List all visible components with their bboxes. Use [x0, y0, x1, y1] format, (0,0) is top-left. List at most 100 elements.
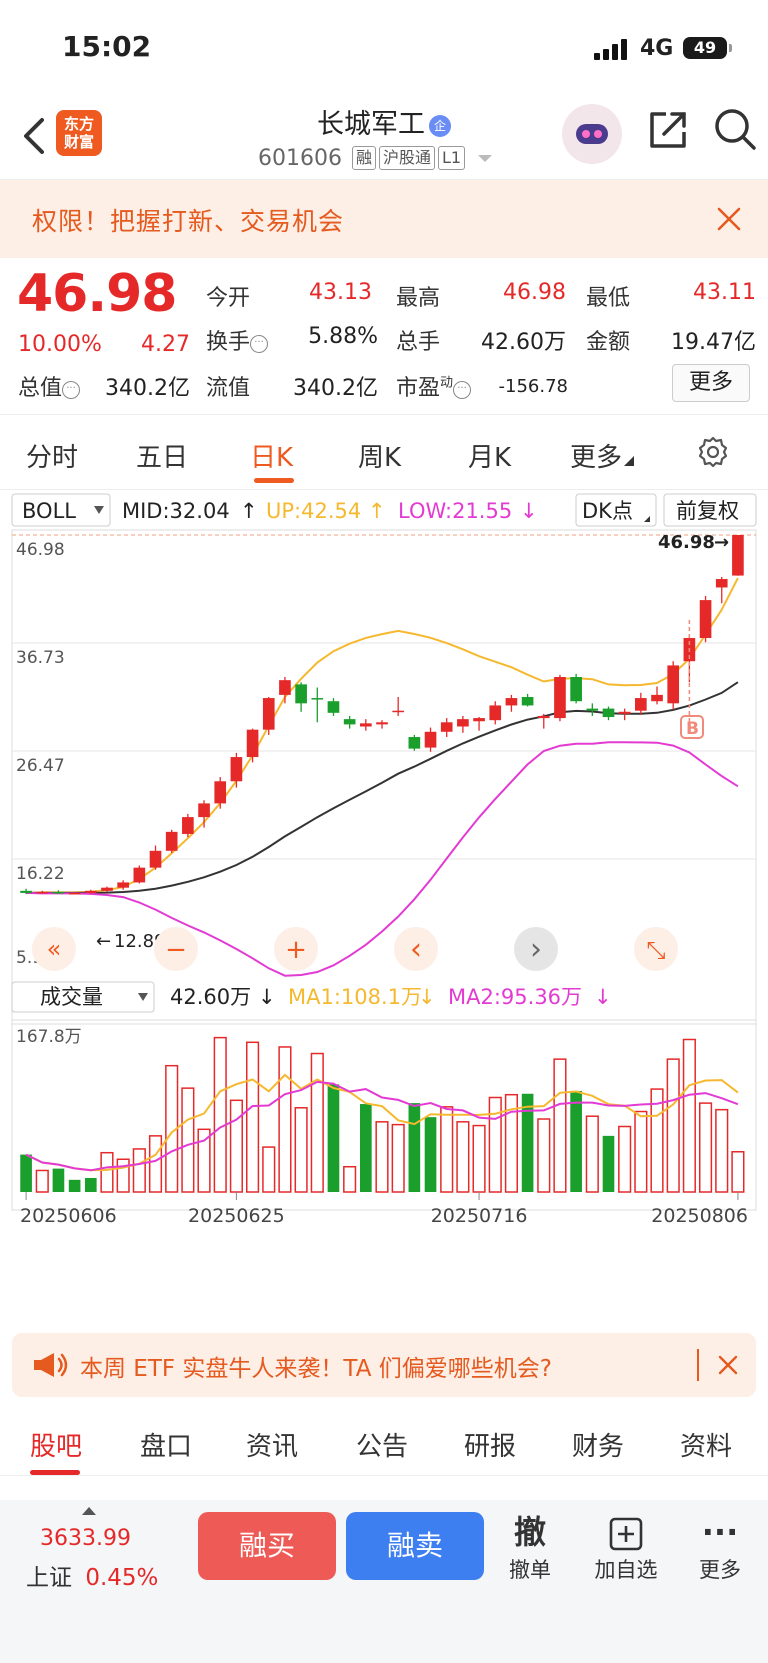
candle-body: [457, 719, 469, 727]
indicator-select[interactable]: [11, 493, 111, 527]
candle-body: [343, 719, 356, 725]
gear-icon[interactable]: [696, 435, 730, 469]
candle: [473, 717, 485, 731]
candle-body: [165, 831, 178, 851]
tab-orderbook[interactable]: 盘口: [140, 1432, 193, 1462]
etf-banner[interactable]: 本周 ETF 实盘牛人来袭！TA 们偏爱哪些机会?: [12, 1333, 756, 1397]
info-icon[interactable]: ···: [62, 381, 81, 399]
tab-finance[interactable]: 财务: [572, 1432, 625, 1462]
info-icon[interactable]: ···: [250, 335, 269, 353]
buy-signal-badge[interactable]: [680, 715, 704, 739]
volume-bar: [35, 1169, 49, 1193]
quote-more-button[interactable]: 更多: [672, 364, 750, 402]
tab-more[interactable]: 更多: [570, 437, 635, 474]
index-name: 上证: [26, 1565, 72, 1591]
candle-body: [392, 710, 405, 713]
close-icon[interactable]: [716, 206, 742, 232]
tab-profile[interactable]: 资料: [680, 1432, 733, 1462]
dk-point-button[interactable]: [575, 493, 657, 527]
tab-research[interactable]: 研报: [464, 1432, 517, 1462]
change-amount: 4.27: [141, 332, 190, 357]
back-arrow-icon[interactable]: [16, 112, 56, 160]
x-tick-label: 20250716: [431, 1205, 528, 1227]
chart-annotations: 46.98 → ← 12.89 B: [96, 532, 729, 952]
chevron-left-icon: ‹: [410, 932, 422, 967]
tab-intraday[interactable]: 分时: [26, 443, 79, 473]
boll-mid-line: [26, 681, 739, 894]
candle-body: [602, 708, 615, 718]
candle-body: [101, 887, 113, 891]
index-value[interactable]: 3633.99: [40, 1526, 131, 1551]
candle: [392, 697, 405, 716]
control-first-button[interactable]: [32, 927, 76, 971]
tab-monthly-k[interactable]: 月K: [468, 443, 512, 473]
fullscreen-button[interactable]: [634, 927, 678, 971]
margin-sell-button[interactable]: 融卖: [346, 1512, 484, 1580]
chart-area[interactable]: BOLL MID:32.04 ↑ UP:42.54 ↑ LOW:21.55 ↓ …: [0, 490, 768, 1320]
scroll-left-button[interactable]: [394, 927, 438, 971]
tab-weekly-k[interactable]: 周K: [358, 443, 402, 473]
dropdown-triangle-icon: [478, 155, 493, 162]
x-tick-label: 20250625: [188, 1205, 285, 1227]
more-actions-button[interactable]: ··· 更多: [680, 1510, 760, 1584]
market-cap-label[interactable]: 总值 ···: [18, 370, 81, 402]
cancel-order-button[interactable]: 撤 撤单: [490, 1510, 570, 1584]
candle: [133, 865, 146, 884]
info-icon[interactable]: ···: [453, 381, 472, 399]
boll-up-line: [26, 577, 739, 894]
volume-bar: [585, 1115, 599, 1193]
volume-bar: [618, 1125, 632, 1193]
zoom-out-button[interactable]: [154, 927, 198, 971]
zoom-in-button[interactable]: [274, 927, 318, 971]
share-icon[interactable]: [646, 108, 690, 152]
candle-body: [359, 723, 372, 727]
volume-indicator-select[interactable]: [11, 981, 155, 1013]
kline-tab-bar: 分时 五日 日K 周K 月K 更多: [0, 414, 768, 490]
volume-bar: [52, 1168, 65, 1192]
candle-body: [198, 803, 210, 818]
candle-body: [295, 684, 307, 704]
float-cap-label: 流值: [206, 376, 251, 401]
candle: [424, 727, 437, 752]
candle: [715, 576, 728, 604]
kline-chart[interactable]: BOLL MID:32.04 ↑ UP:42.54 ↑ LOW:21.55 ↓ …: [0, 490, 768, 1320]
corner-triangle-icon: [624, 456, 635, 466]
candle-body: [149, 850, 162, 868]
tab-news[interactable]: 资讯: [246, 1432, 299, 1462]
promo-banner[interactable]: 权限！把握打新、交易机会: [0, 180, 768, 258]
stock-code-line[interactable]: 601606 融沪股通 L1: [258, 146, 493, 171]
turnover-label[interactable]: 换手 ···: [206, 324, 269, 356]
indicator-name: BOLL: [22, 499, 76, 523]
tab-announcements[interactable]: 公告: [356, 1432, 409, 1462]
candle: [165, 829, 178, 853]
pe-label[interactable]: 市盈动 ···: [396, 370, 472, 402]
market-cap-value: 340.2亿: [105, 376, 190, 401]
logo-text-2: 财富: [63, 133, 94, 151]
add-watchlist-button[interactable]: 加自选: [586, 1510, 666, 1584]
low-price-label: 12.89: [114, 931, 166, 952]
tab-daily-k[interactable]: 日K: [250, 443, 294, 473]
index-line[interactable]: 上证 0.45%: [26, 1558, 158, 1592]
candle-body: [586, 708, 599, 711]
etf-banner-text: 本周 ETF 实盘牛人来袭！TA 们偏爱哪些机会?: [80, 1356, 552, 1382]
volume-bar: [294, 1107, 308, 1193]
volume-bar: [181, 1087, 195, 1193]
scroll-right-button[interactable]: [514, 927, 558, 971]
stock-header: 东方 财富 长城军工企 601606 融沪股通 L1: [0, 92, 768, 180]
candle: [230, 752, 243, 788]
margin-buy-button[interactable]: 融买: [198, 1512, 336, 1580]
x-tick-label: 20250806: [651, 1205, 748, 1227]
tab-five-day[interactable]: 五日: [136, 443, 189, 473]
candle: [52, 890, 65, 894]
volume-bar: [116, 1158, 130, 1193]
volume-bar: [262, 1146, 276, 1193]
adjust-button[interactable]: [663, 493, 757, 527]
search-icon[interactable]: [712, 106, 758, 154]
candle: [408, 734, 421, 751]
close-icon[interactable]: [716, 1353, 740, 1377]
pe-value: -156.78: [498, 376, 568, 397]
volume-value: 42.60万: [481, 330, 566, 355]
tab-forum[interactable]: 股吧: [30, 1432, 83, 1462]
assistant-robot-icon[interactable]: [562, 104, 622, 164]
